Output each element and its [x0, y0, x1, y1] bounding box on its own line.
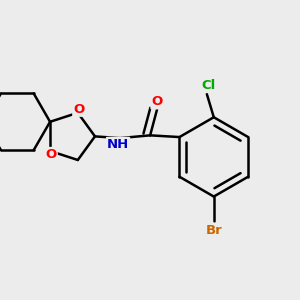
Text: O: O — [46, 148, 57, 161]
Text: Cl: Cl — [202, 79, 216, 92]
Text: NH: NH — [107, 138, 129, 151]
Text: O: O — [152, 95, 163, 108]
Text: O: O — [73, 103, 85, 116]
Text: Br: Br — [206, 224, 222, 237]
